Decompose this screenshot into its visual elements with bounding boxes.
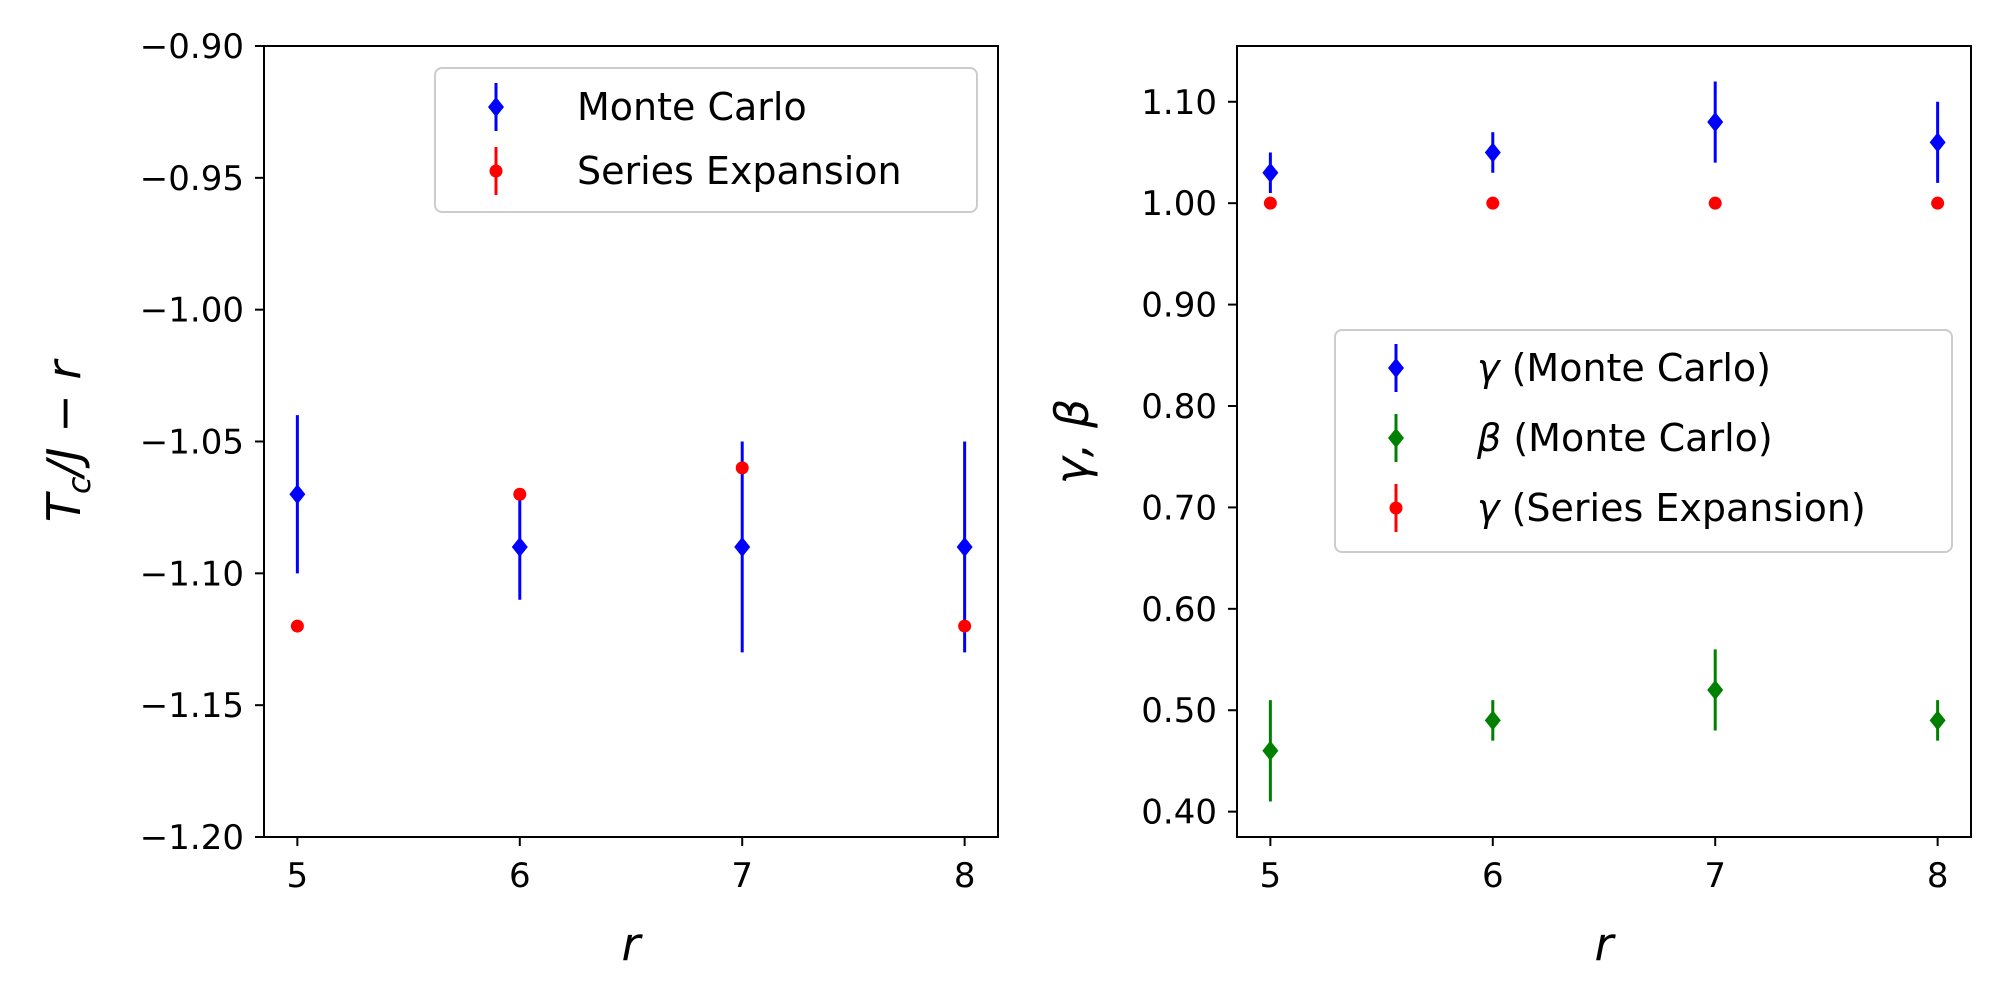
legend: Monte Carlo Series Expansion (434, 67, 978, 213)
data-point-diamond (1484, 710, 1501, 731)
series-1 (1262, 649, 1946, 802)
y-axis-label: Tc/J − r (37, 358, 98, 523)
x-axis-label: r (622, 917, 644, 971)
data-point-dot (290, 619, 304, 633)
y-tick-label: 0.90 (1141, 286, 1217, 326)
legend-label: Series Expansion (577, 149, 902, 193)
data-point-dot (735, 461, 749, 475)
series-2 (1263, 196, 1945, 210)
legend-box (434, 67, 978, 213)
legend-marker (1388, 358, 1404, 378)
data-point-dot (1931, 196, 1945, 210)
y-tick-label: 0.50 (1141, 691, 1217, 731)
data-point-diamond (1707, 679, 1724, 700)
data-point-diamond (1262, 740, 1279, 761)
data-point-diamond (1929, 132, 1946, 153)
data-point-dot (1486, 196, 1500, 210)
data-point-diamond (956, 536, 973, 557)
data-point-diamond (289, 484, 306, 505)
y-tick-label: −1.15 (140, 686, 244, 726)
x-tick-label: 7 (731, 856, 753, 896)
data-point-dot (1708, 196, 1722, 210)
legend-label: β (Monte Carlo) (1476, 416, 1773, 460)
x-tick-label: 6 (1482, 856, 1504, 896)
data-point-diamond (1484, 142, 1501, 163)
y-tick-label: −1.10 (140, 554, 244, 594)
y-tick-label: 1.00 (1141, 184, 1217, 224)
data-point-dot (1263, 196, 1277, 210)
x-tick-label: 6 (509, 856, 531, 896)
series-0 (289, 415, 973, 653)
y-tick-label: 0.60 (1141, 590, 1217, 630)
legend-label: γ (Series Expansion) (1477, 486, 1866, 530)
y-tick-label: 1.10 (1141, 83, 1217, 123)
legend-marker (1388, 428, 1404, 448)
series-0 (1262, 81, 1946, 194)
legend-label: Monte Carlo (577, 85, 807, 129)
y-axis-label: γ, β (1045, 399, 1099, 485)
y-tick-label: 0.40 (1141, 793, 1217, 833)
data-point-diamond (1707, 112, 1724, 133)
data-point-diamond (1262, 162, 1279, 183)
x-axis-label: r (1595, 917, 1617, 971)
data-point-dot (958, 619, 972, 633)
x-tick-label: 5 (287, 856, 309, 896)
y-tick-label: −1.00 (140, 291, 244, 331)
y-tick-label: 0.80 (1141, 387, 1217, 427)
x-tick-label: 7 (1704, 856, 1726, 896)
legend-marker (488, 97, 504, 117)
legend-marker (1389, 501, 1403, 515)
data-point-diamond (734, 536, 751, 557)
y-tick-label: −0.95 (140, 159, 244, 199)
right-chart-panel: 5 6 7 8 0.40 0.50 0.60 0.70 0.80 0.90 1.00 1.10 r γ, … (1045, 45, 1972, 971)
data-point-dot (513, 487, 527, 501)
x-tick-label: 5 (1260, 856, 1282, 896)
series-1 (290, 461, 972, 633)
x-tick-label: 8 (1927, 856, 1949, 896)
x-tick-label: 8 (954, 856, 976, 896)
data-point-diamond (511, 536, 528, 557)
legend-marker (489, 164, 503, 178)
plot-frame (1236, 45, 1972, 838)
legend: γ (Monte Carlo) β (Monte Carlo) γ (Series … (1334, 329, 1953, 553)
y-tick-label: −1.05 (140, 423, 244, 463)
legend-label: γ (Monte Carlo) (1477, 346, 1771, 390)
y-tick-label: −1.20 (140, 818, 244, 858)
y-tick-label: 0.70 (1141, 488, 1217, 528)
y-tick-label: −0.90 (140, 27, 244, 67)
legend-box (1334, 329, 1953, 553)
left-chart-panel: 5 6 7 8 −0.90 −0.95 −1.00 −1.05 −1.10 −1.15 −1.20 r… (37, 27, 999, 971)
data-point-diamond (1929, 710, 1946, 731)
